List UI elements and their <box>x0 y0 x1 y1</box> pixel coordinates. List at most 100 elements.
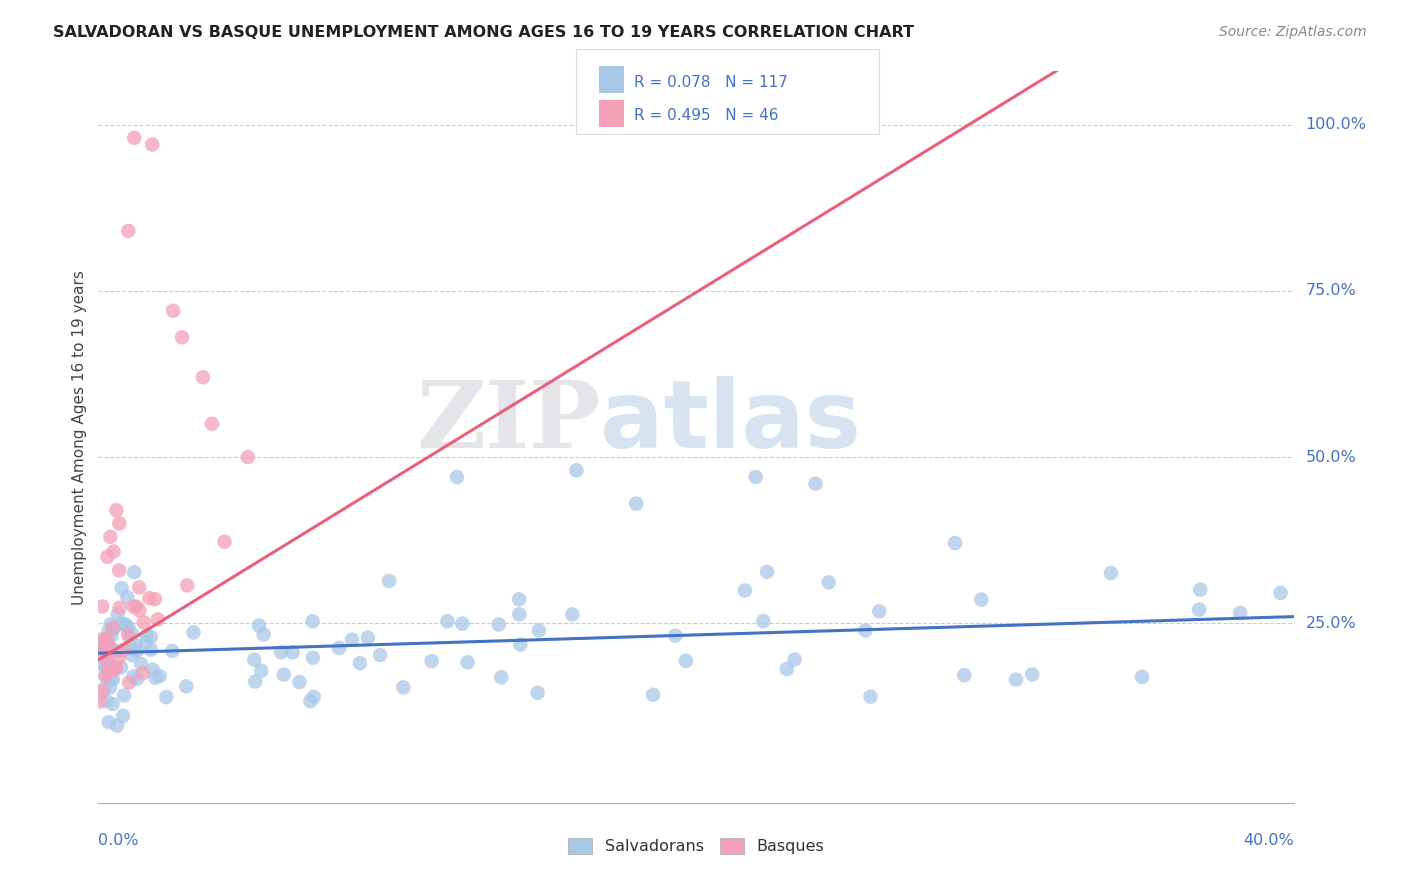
Point <box>138 591 160 606</box>
Point <box>127 672 149 686</box>
Point <box>953 668 976 682</box>
Point <box>124 131 146 145</box>
Point <box>98 681 121 695</box>
Point <box>91 637 114 651</box>
Text: 100.0%: 100.0% <box>1306 117 1367 132</box>
Point <box>97 715 120 730</box>
Point <box>89 694 111 708</box>
Point <box>100 628 122 642</box>
Point <box>104 661 127 675</box>
Point <box>91 644 114 658</box>
Point <box>250 664 273 678</box>
Point <box>1270 586 1292 600</box>
Point <box>107 607 129 621</box>
Point <box>420 654 443 668</box>
Point <box>134 635 156 649</box>
Point <box>214 534 236 549</box>
Point <box>110 660 132 674</box>
Point <box>340 632 363 647</box>
Point <box>125 599 148 614</box>
Point <box>112 643 135 657</box>
Y-axis label: Unemployment Among Ages 16 to 19 years: Unemployment Among Ages 16 to 19 years <box>72 269 87 605</box>
Point <box>108 516 131 531</box>
Point <box>675 654 697 668</box>
Point <box>94 660 117 674</box>
Point <box>776 662 799 676</box>
Point <box>122 566 145 580</box>
Point <box>970 592 993 607</box>
Point <box>98 657 121 671</box>
Point <box>301 614 323 628</box>
Point <box>1130 670 1153 684</box>
Point <box>299 694 322 708</box>
Point <box>247 618 270 632</box>
Point <box>146 612 169 626</box>
Point <box>96 636 118 650</box>
Point <box>756 565 779 579</box>
Point <box>117 591 139 605</box>
Point <box>149 669 172 683</box>
Point <box>98 530 122 544</box>
Point <box>115 617 138 632</box>
Point <box>491 670 513 684</box>
Point <box>281 645 304 659</box>
Point <box>103 622 125 636</box>
Point <box>135 628 157 642</box>
Point <box>162 303 184 318</box>
Text: SALVADORAN VS BASQUE UNEMPLOYMENT AMONG AGES 16 TO 19 YEARS CORRELATION CHART: SALVADORAN VS BASQUE UNEMPLOYMENT AMONG … <box>53 25 914 40</box>
Point <box>90 657 112 671</box>
Point <box>122 599 145 614</box>
Point <box>96 694 118 708</box>
Point <box>108 563 131 577</box>
Point <box>565 463 588 477</box>
Point <box>1021 667 1043 681</box>
Point <box>527 624 550 638</box>
Point <box>488 617 510 632</box>
Point <box>734 583 756 598</box>
Point <box>783 652 806 666</box>
Point <box>94 644 117 658</box>
Point <box>107 651 129 665</box>
Point <box>108 600 131 615</box>
Point <box>859 690 882 704</box>
Point <box>273 667 295 681</box>
Point <box>120 641 142 656</box>
Point <box>378 574 401 588</box>
Point <box>98 640 121 655</box>
Point <box>176 578 198 592</box>
Text: R = 0.495   N = 46: R = 0.495 N = 46 <box>634 108 779 123</box>
Point <box>91 599 114 614</box>
Point <box>162 644 184 658</box>
Point <box>117 620 139 634</box>
Text: ZIP: ZIP <box>416 377 600 467</box>
Point <box>253 627 276 641</box>
Point <box>91 684 114 698</box>
Text: 75.0%: 75.0% <box>1306 284 1357 298</box>
Point <box>101 661 124 675</box>
Point <box>117 627 139 641</box>
Point <box>117 224 139 238</box>
Point <box>128 581 150 595</box>
Point <box>94 636 117 650</box>
Point <box>145 671 167 685</box>
Point <box>943 536 966 550</box>
Point <box>201 417 224 431</box>
Point <box>172 330 194 344</box>
Point <box>1189 582 1212 597</box>
Point <box>118 632 141 646</box>
Point <box>98 639 121 653</box>
Point <box>118 675 141 690</box>
Point <box>93 681 115 695</box>
Point <box>93 646 115 660</box>
Point <box>94 669 117 683</box>
Point <box>451 616 474 631</box>
Point <box>93 633 115 648</box>
Point <box>94 669 117 683</box>
Point <box>1229 606 1251 620</box>
Point <box>436 614 458 628</box>
Point <box>868 604 890 618</box>
Point <box>132 666 155 681</box>
Point <box>349 657 371 671</box>
Point <box>155 690 177 705</box>
Point <box>132 615 155 630</box>
